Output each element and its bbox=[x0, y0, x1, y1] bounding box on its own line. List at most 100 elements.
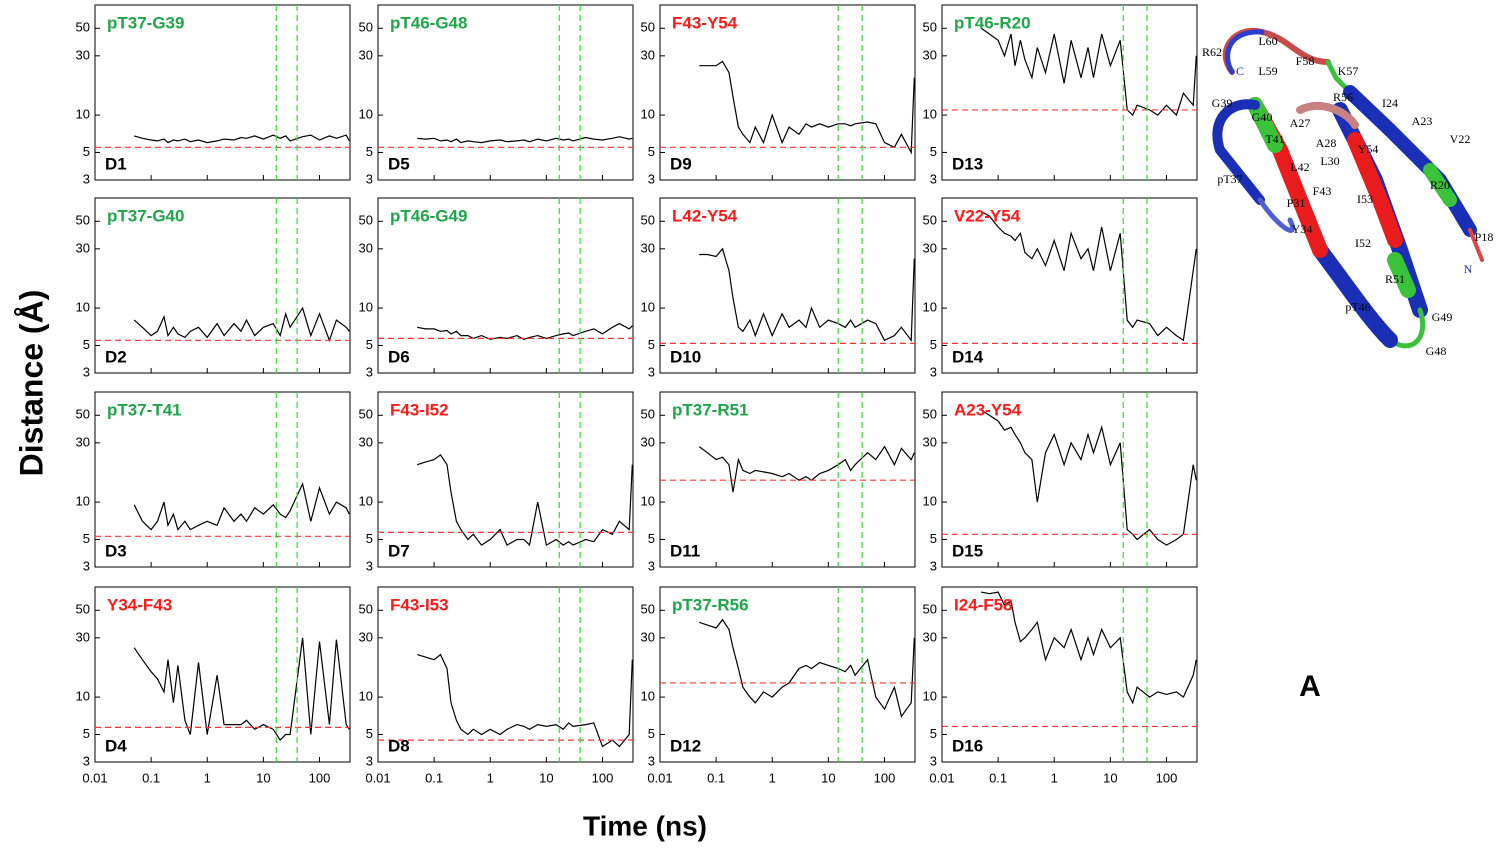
y-tick-label: 10 bbox=[359, 494, 373, 509]
plot-frame bbox=[941, 4, 1198, 181]
y-tick-label: 30 bbox=[359, 629, 373, 644]
plot-frame bbox=[94, 197, 351, 374]
y-tick-label: 3 bbox=[83, 171, 90, 186]
panel-id: D14 bbox=[952, 347, 984, 366]
panel-id: D12 bbox=[670, 736, 701, 755]
y-tick-label: 3 bbox=[648, 364, 655, 379]
data-line bbox=[133, 306, 350, 343]
x-tick-label: 10 bbox=[539, 770, 553, 785]
y-tick-label: 5 bbox=[83, 726, 90, 741]
panel-id: D5 bbox=[388, 154, 410, 173]
residue-label: F43 bbox=[1313, 184, 1332, 198]
y-tick-label: 30 bbox=[359, 240, 373, 255]
residue-label: pT46 bbox=[1345, 300, 1370, 314]
y-tick-label: 5 bbox=[648, 726, 655, 741]
panel-id: D9 bbox=[670, 154, 692, 173]
panel-title: V22-Y54 bbox=[954, 206, 1021, 225]
loop bbox=[1225, 29, 1265, 75]
plot-frame bbox=[377, 197, 634, 374]
residue-label: A28 bbox=[1316, 136, 1337, 150]
residue-label: G39 bbox=[1212, 96, 1233, 110]
y-tick-label: 3 bbox=[83, 753, 90, 768]
residue-label: I53 bbox=[1357, 192, 1373, 206]
plot-frame bbox=[377, 391, 634, 568]
y-tick-label: 10 bbox=[923, 107, 937, 122]
y-tick-label: 50 bbox=[359, 407, 373, 422]
residue-label: N bbox=[1464, 262, 1473, 276]
data-line bbox=[134, 134, 350, 144]
strand bbox=[1312, 242, 1398, 348]
residue-label: pT37 bbox=[1217, 172, 1242, 186]
y-tick-label: 30 bbox=[76, 629, 90, 644]
panel-id: D8 bbox=[388, 736, 410, 755]
loop bbox=[1296, 102, 1359, 129]
y-tick-label: 10 bbox=[76, 107, 90, 122]
y-tick-label: 30 bbox=[359, 47, 373, 62]
data-line bbox=[981, 591, 1197, 705]
x-tick-label: 10 bbox=[256, 770, 270, 785]
y-tick-label: 30 bbox=[641, 240, 655, 255]
y-tick-label: 30 bbox=[923, 629, 937, 644]
panel-title: pT37-T41 bbox=[107, 400, 182, 419]
y-tick-label: 5 bbox=[83, 144, 90, 159]
y-tick-label: 30 bbox=[76, 47, 90, 62]
residue-label: R20 bbox=[1430, 178, 1450, 192]
x-tick-label: 100 bbox=[309, 770, 331, 785]
x-tick-label: 0.01 bbox=[647, 770, 672, 785]
y-tick-label: 50 bbox=[923, 602, 937, 617]
y-tick-label: 50 bbox=[923, 407, 937, 422]
strand bbox=[1387, 252, 1416, 298]
x-tick-label: 0.1 bbox=[989, 770, 1007, 785]
y-tick-label: 5 bbox=[366, 726, 373, 741]
x-tick-label: 1 bbox=[204, 770, 211, 785]
y-tick-label: 3 bbox=[83, 364, 90, 379]
x-tick-label: 0.1 bbox=[425, 770, 443, 785]
x-tick-label: 0.01 bbox=[929, 770, 954, 785]
plot-frame bbox=[377, 4, 634, 181]
residue-label: T41 bbox=[1265, 132, 1284, 146]
panel-title: L42-Y54 bbox=[672, 206, 738, 225]
y-tick-label: 3 bbox=[366, 171, 373, 186]
data-line bbox=[699, 247, 915, 343]
residue-label: L59 bbox=[1258, 64, 1277, 78]
residue-label: G48 bbox=[1426, 344, 1447, 358]
panel-title: pT37-G39 bbox=[107, 13, 184, 32]
x-tick-label: 1 bbox=[1051, 770, 1058, 785]
x-tick-label: 10 bbox=[821, 770, 835, 785]
y-tick-label: 10 bbox=[359, 107, 373, 122]
y-tick-label: 50 bbox=[76, 213, 90, 228]
y-tick-label: 30 bbox=[76, 240, 90, 255]
y-tick-label: 30 bbox=[923, 240, 937, 255]
data-line bbox=[699, 618, 915, 718]
y-tick-label: 30 bbox=[923, 434, 937, 449]
residue-label: A23 bbox=[1412, 114, 1433, 128]
residue-label: I24 bbox=[1382, 96, 1398, 110]
y-tick-label: 5 bbox=[366, 337, 373, 352]
residue-label: P18 bbox=[1475, 230, 1494, 244]
y-tick-label: 3 bbox=[930, 558, 937, 573]
panel-id: D13 bbox=[952, 154, 983, 173]
residue-label: L30 bbox=[1320, 154, 1339, 168]
residue-label: C bbox=[1236, 64, 1244, 78]
y-tick-label: 50 bbox=[76, 20, 90, 35]
residue-label: A27 bbox=[1290, 116, 1311, 130]
y-tick-label: 10 bbox=[641, 107, 655, 122]
y-tick-label: 50 bbox=[641, 20, 655, 35]
panel-id: D11 bbox=[670, 541, 700, 560]
y-tick-label: 3 bbox=[648, 558, 655, 573]
panel-id: D16 bbox=[952, 736, 983, 755]
residue-label: G49 bbox=[1432, 310, 1453, 324]
residue-label: I52 bbox=[1355, 236, 1371, 250]
residue-label: G40 bbox=[1252, 110, 1273, 124]
y-tick-label: 5 bbox=[930, 144, 937, 159]
data-line bbox=[980, 27, 1197, 117]
loop bbox=[1468, 228, 1484, 262]
residue-label: R62 bbox=[1202, 45, 1222, 59]
y-tick-label: 50 bbox=[641, 602, 655, 617]
y-tick-label: 3 bbox=[83, 558, 90, 573]
y-tick-label: 10 bbox=[923, 300, 937, 315]
x-tick-label: 100 bbox=[592, 770, 614, 785]
y-tick-label: 10 bbox=[76, 689, 90, 704]
panel-title: pT37-G40 bbox=[107, 206, 184, 225]
y-tick-label: 50 bbox=[76, 407, 90, 422]
